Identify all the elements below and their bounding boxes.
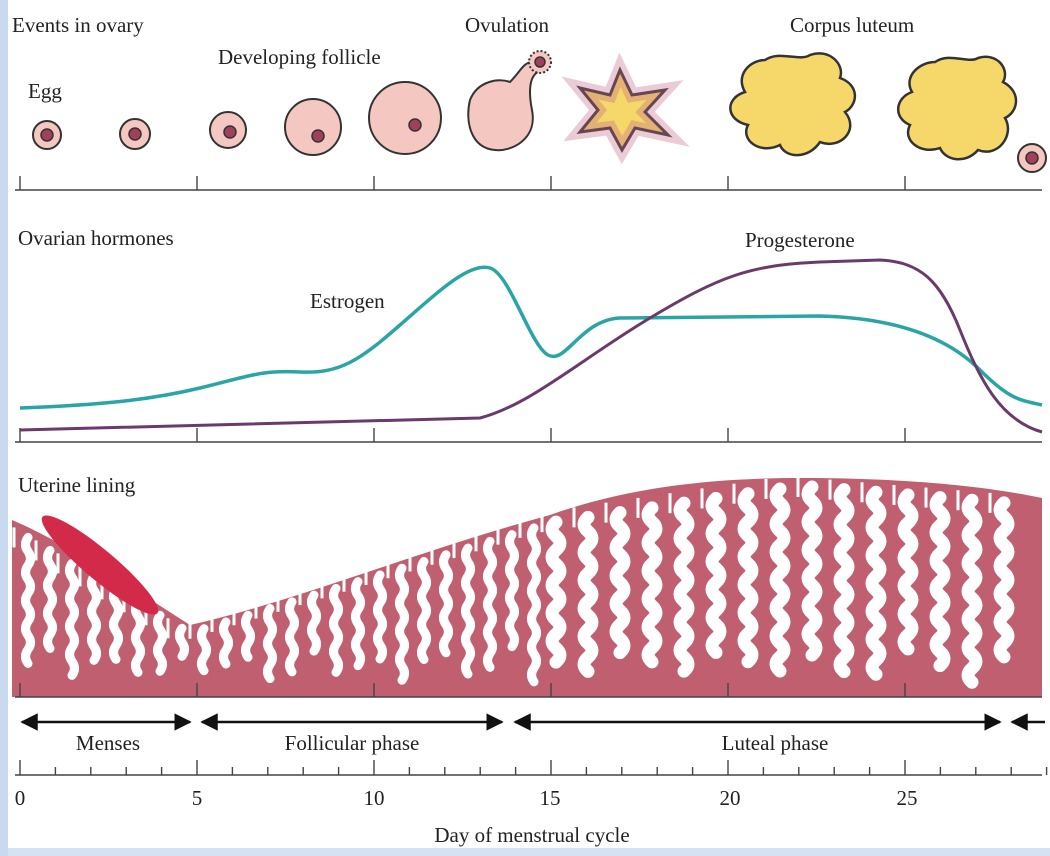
gland bbox=[246, 615, 251, 657]
gland bbox=[422, 562, 427, 660]
follicular-label: Follicular phase bbox=[285, 731, 420, 755]
gland bbox=[136, 602, 141, 672]
gland bbox=[510, 535, 515, 647]
menses-label: Menses bbox=[76, 731, 140, 755]
gland bbox=[268, 609, 273, 679]
gland bbox=[224, 622, 229, 664]
tick-label: 15 bbox=[540, 786, 561, 810]
gland bbox=[680, 503, 688, 671]
gland bbox=[114, 589, 119, 659]
egg-label: Egg bbox=[28, 79, 62, 103]
luteal-label: Luteal phase bbox=[722, 731, 829, 755]
gland bbox=[180, 628, 185, 656]
gland bbox=[290, 602, 295, 672]
tick-label: 25 bbox=[897, 786, 918, 810]
estrogen-curve bbox=[20, 267, 1042, 408]
gland bbox=[356, 582, 361, 666]
tick-label: 20 bbox=[720, 786, 741, 810]
gland bbox=[466, 548, 471, 674]
ovary-title: Events in ovary bbox=[12, 13, 144, 37]
uterus-title: Uterine lining bbox=[18, 473, 136, 497]
gland bbox=[312, 595, 317, 651]
gland bbox=[936, 498, 944, 666]
corpus-luteum-label: Corpus luteum bbox=[790, 13, 914, 37]
gland bbox=[92, 576, 97, 660]
tick-label: 10 bbox=[364, 786, 385, 810]
gland bbox=[158, 615, 163, 671]
gland bbox=[26, 537, 31, 663]
axis-title: Day of menstrual cycle bbox=[434, 823, 629, 847]
tick-label: 5 bbox=[192, 786, 203, 810]
bottom-edge bbox=[8, 848, 1050, 856]
gland bbox=[744, 494, 752, 662]
gland bbox=[202, 629, 207, 671]
gland bbox=[400, 568, 405, 680]
gland bbox=[70, 563, 75, 675]
gland bbox=[808, 487, 816, 655]
gland bbox=[532, 528, 537, 682]
left-edge bbox=[0, 0, 8, 856]
ovulation-label: Ovulation bbox=[465, 13, 549, 37]
ticks bbox=[20, 760, 1047, 775]
gland bbox=[488, 541, 493, 667]
progesterone-curve bbox=[20, 260, 1042, 432]
estrogen-label: Estrogen bbox=[310, 289, 385, 313]
gland bbox=[444, 555, 449, 653]
gland bbox=[378, 575, 383, 659]
follicle-label: Developing follicle bbox=[218, 45, 381, 69]
hormones-title: Ovarian hormones bbox=[18, 226, 174, 250]
progesterone-label: Progesterone bbox=[745, 228, 855, 252]
gland bbox=[334, 588, 339, 672]
menstrual-cycle-diagram: Events in ovary Egg Developing follicle … bbox=[0, 0, 1050, 856]
ovary-cells bbox=[33, 51, 1046, 172]
gland bbox=[48, 550, 53, 648]
tick-label: 0 bbox=[15, 786, 26, 810]
